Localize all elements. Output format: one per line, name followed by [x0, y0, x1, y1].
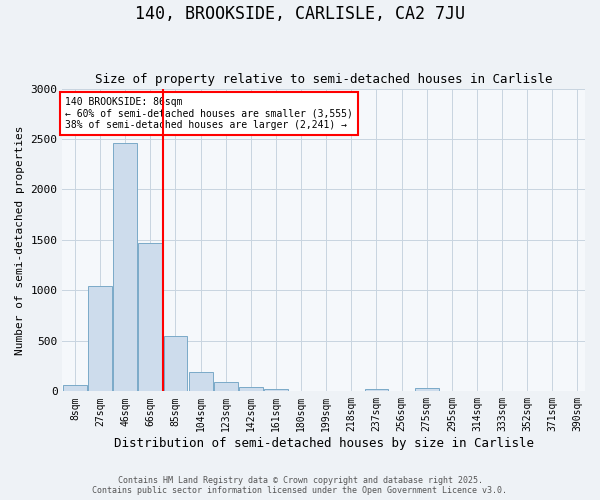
Bar	[264, 389, 288, 392]
Bar	[113, 143, 137, 392]
Bar	[214, 382, 238, 392]
Bar	[164, 336, 187, 392]
Bar	[365, 389, 388, 392]
X-axis label: Distribution of semi-detached houses by size in Carlisle: Distribution of semi-detached houses by …	[114, 437, 534, 450]
Y-axis label: Number of semi-detached properties: Number of semi-detached properties	[15, 125, 25, 354]
Bar	[139, 243, 162, 392]
Bar	[63, 386, 87, 392]
Bar	[88, 286, 112, 392]
Bar	[239, 388, 263, 392]
Bar	[415, 388, 439, 392]
Text: Contains HM Land Registry data © Crown copyright and database right 2025.
Contai: Contains HM Land Registry data © Crown c…	[92, 476, 508, 495]
Text: 140, BROOKSIDE, CARLISLE, CA2 7JU: 140, BROOKSIDE, CARLISLE, CA2 7JU	[135, 5, 465, 23]
Title: Size of property relative to semi-detached houses in Carlisle: Size of property relative to semi-detach…	[95, 73, 553, 86]
Bar	[188, 372, 212, 392]
Text: 140 BROOKSIDE: 86sqm
← 60% of semi-detached houses are smaller (3,555)
38% of se: 140 BROOKSIDE: 86sqm ← 60% of semi-detac…	[65, 96, 353, 130]
